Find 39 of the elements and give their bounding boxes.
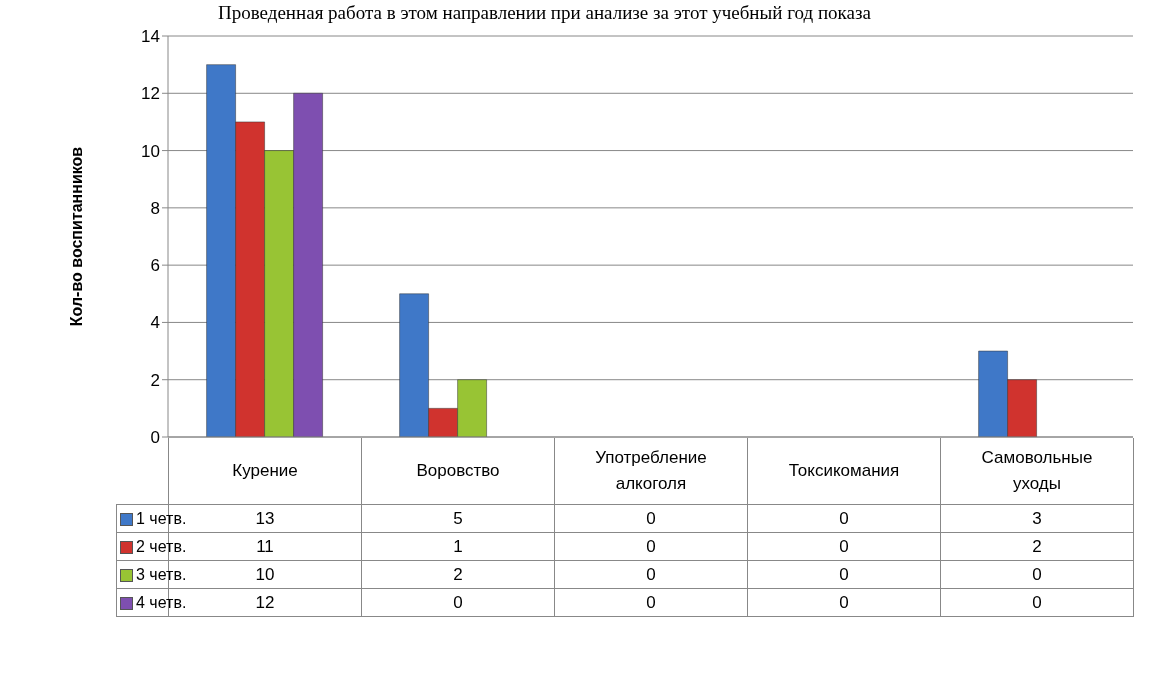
y-tick-label: 6 xyxy=(150,256,160,276)
data-label: 0 xyxy=(554,532,748,561)
data-label: 5 xyxy=(361,504,555,533)
data-label: 0 xyxy=(940,560,1134,589)
y-tick-label: 2 xyxy=(150,370,160,390)
data-label: 0 xyxy=(747,532,941,561)
data-label: 10 xyxy=(255,564,275,584)
data-label: 0 xyxy=(940,588,1134,617)
y-tick-label: 10 xyxy=(141,141,160,161)
data-label: 2 xyxy=(361,560,555,589)
data-label: 0 xyxy=(361,588,555,617)
data-label: 0 xyxy=(554,588,748,617)
data-label: 0 xyxy=(554,504,748,533)
data-label: 0 xyxy=(554,560,748,589)
x-tick-label: Воровство xyxy=(361,438,555,504)
text: Проведенная работа в этом направлении при анализе за этот учебный год показа xyxy=(218,2,871,24)
y-axis-title: Кол-во воспитанников xyxy=(67,146,85,327)
x-tick-label: Курение xyxy=(168,438,362,504)
legend-label: 2 четв. xyxy=(135,536,187,557)
data-label: 1 xyxy=(361,532,555,561)
data-label: 0 xyxy=(747,504,941,533)
x-tick-label: Самовольные уходы xyxy=(940,438,1134,504)
y-tick-label: 4 xyxy=(150,313,160,333)
x-tick-label: Токсикомания xyxy=(747,438,941,504)
data-label: 2 xyxy=(940,532,1134,561)
data-label: 0 xyxy=(747,560,941,589)
data-label: 12 xyxy=(255,592,275,612)
data-label: 3 xyxy=(940,504,1134,533)
y-tick-label: 8 xyxy=(150,198,160,218)
data-label: 11 xyxy=(256,536,274,556)
data-label: 0 xyxy=(747,588,941,617)
legend-label: 4 четв. xyxy=(135,592,187,613)
y-tick-label: 12 xyxy=(141,84,160,104)
legend-label: 1 четв. xyxy=(135,508,187,529)
data-label: 13 xyxy=(255,508,275,528)
y-tick-label: 0 xyxy=(150,428,160,448)
x-tick-label: Употребление алкоголя xyxy=(554,438,748,504)
legend-label: 3 четв. xyxy=(135,564,187,585)
y-tick-label: 14 xyxy=(141,27,160,47)
